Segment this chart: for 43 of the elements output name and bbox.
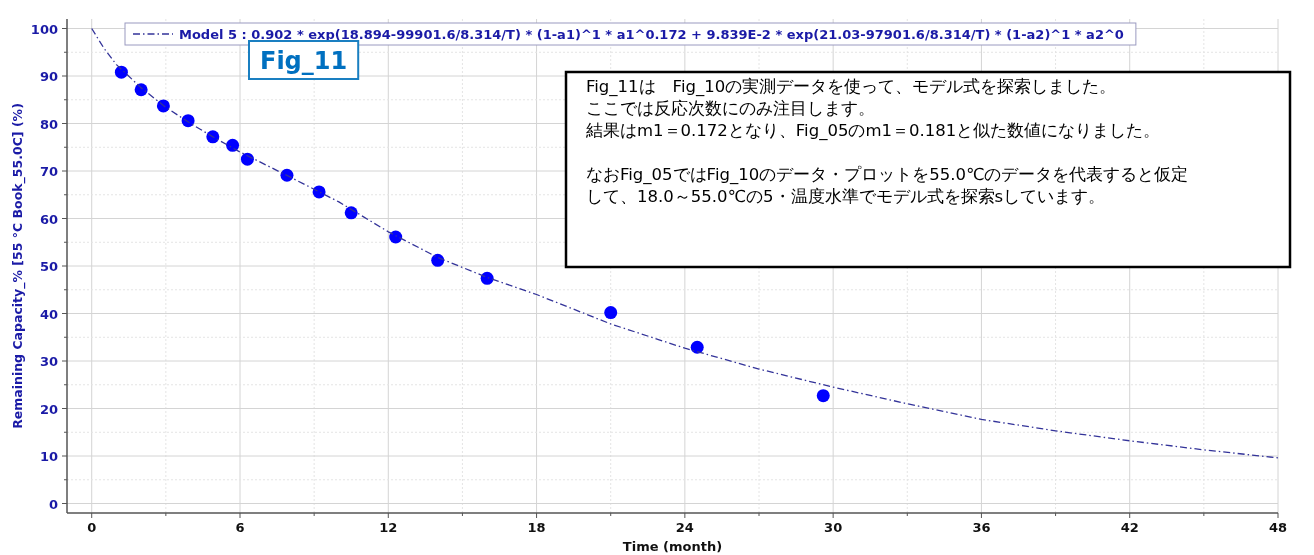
y-tick-label: 50	[39, 259, 58, 274]
y-tick-label: 40	[39, 306, 58, 322]
y-tick-label: 90	[39, 69, 58, 84]
y-tick-label: 100	[30, 21, 58, 37]
annotation: Fig_11は Fig_10の実測データを使って、モデル式を探索しました。	[586, 77, 1117, 97]
y-tick-label: 0	[48, 496, 58, 512]
point	[114, 65, 128, 79]
point	[226, 138, 240, 152]
point	[156, 99, 170, 113]
y-tick-label: 20	[39, 401, 58, 417]
point	[240, 152, 254, 166]
point	[431, 253, 445, 267]
point	[604, 306, 618, 320]
y-tick-label: 10	[39, 449, 58, 464]
x-tick-label: 30	[824, 520, 843, 535]
point	[389, 230, 403, 244]
y-tick-label: 80	[39, 116, 58, 132]
point	[344, 206, 358, 220]
annotation: 結果はm1＝0.172となり、Fig_05のm1＝0.181と似た数値になりました。	[586, 121, 1161, 140]
legend: Model 5 : 0.902 * exp(18.894-99901.6/8.314/T) * (1-a1)^1 * a1^0.172 + 9.839E-2 * exp(21.03-97901.6/8.314/T) * (1-a2)^1 * a2^0	[124, 22, 1137, 46]
point	[816, 389, 830, 403]
legend-label: Model 5 : 0.902 * exp(18.894-99901.6/8.314/T) * (1-a1)^1 * a1^0.172 + 9.839E-2 * exp(21.03-97901.6/8.314/T) * (1-a2)^1 * a2^0	[179, 27, 1124, 42]
point	[480, 271, 494, 285]
annotation: ここでは反応次数にのみ注目します。	[586, 99, 875, 118]
x-tick-label: 42	[1120, 520, 1139, 535]
x-axis-title: Time (month)	[622, 539, 723, 554]
annotation: Fig_11	[260, 47, 348, 75]
y-tick-label: 70	[39, 164, 58, 179]
annotation: Fig_11	[248, 40, 360, 80]
x-tick-label: 18	[527, 520, 546, 535]
y-tick-label: 60	[39, 211, 58, 227]
x-tick-label: 48	[1268, 520, 1288, 535]
y-axis-title: Remaining Capacity_% [55 °C Book_55.0C] (%)	[10, 103, 26, 429]
x-tick-label: 24	[675, 520, 694, 535]
annotation: なおFig_05ではFig_10のデータ・プロットを55.0℃のデータを代表すると仮定して、18.0～55.0℃の5・温度水準でモデル式を探索sしています。	[586, 165, 1189, 206]
point	[690, 340, 704, 354]
x-tick-label: 0	[87, 520, 97, 535]
point	[181, 114, 195, 128]
y-tick-label: 30	[39, 354, 58, 369]
x-tick-label: 12	[379, 520, 398, 535]
x-tick-label: 6	[235, 520, 245, 535]
point	[280, 168, 294, 182]
x-tick-label: 36	[972, 520, 991, 535]
